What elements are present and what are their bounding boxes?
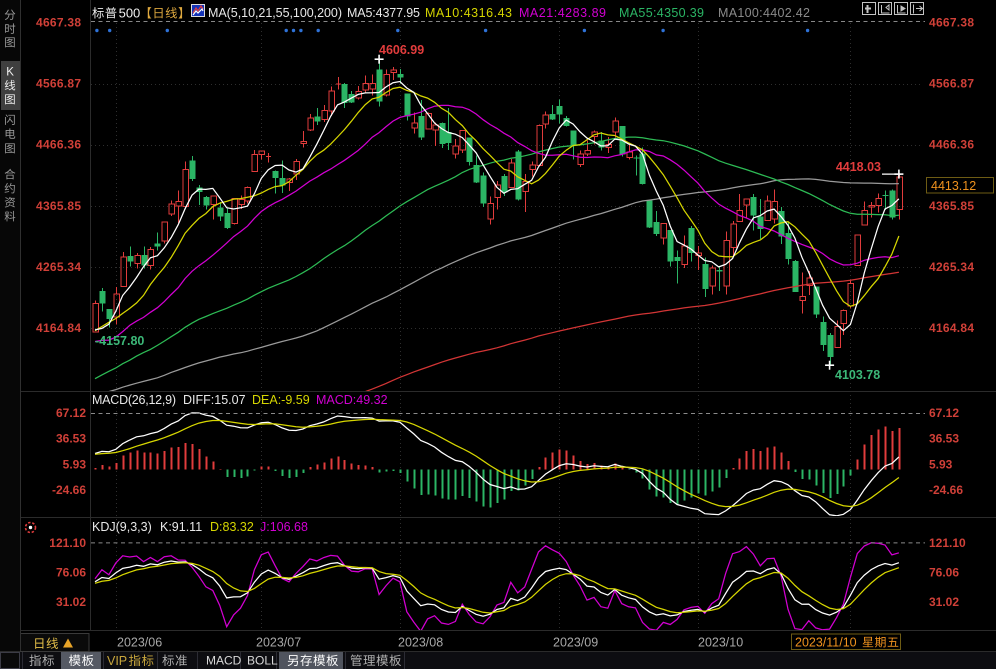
svg-text:76.06: 76.06 xyxy=(56,566,86,580)
svg-text:4466.36: 4466.36 xyxy=(929,138,974,152)
svg-text:2023/08: 2023/08 xyxy=(398,636,443,650)
svg-text:4365.85: 4365.85 xyxy=(36,199,81,213)
svg-text:MACD(26,12,9): MACD(26,12,9) xyxy=(92,393,176,407)
svg-text:2023/11/10: 2023/11/10 xyxy=(795,636,857,650)
svg-text:4265.34: 4265.34 xyxy=(36,260,81,274)
svg-text:4103.78: 4103.78 xyxy=(835,368,880,382)
svg-text:4667.38: 4667.38 xyxy=(36,16,81,30)
svg-text:4566.87: 4566.87 xyxy=(36,77,81,91)
svg-text:76.06: 76.06 xyxy=(929,566,959,580)
svg-text:MACD: MACD xyxy=(206,654,242,668)
svg-text:BOLL: BOLL xyxy=(247,654,278,668)
svg-text:500: 500 xyxy=(119,6,141,21)
svg-text:4164.84: 4164.84 xyxy=(929,321,974,335)
svg-text:4566.87: 4566.87 xyxy=(929,77,974,91)
svg-text:MA100:4402.42: MA100:4402.42 xyxy=(718,6,810,20)
svg-text:31.02: 31.02 xyxy=(929,595,959,609)
svg-text:-24.66: -24.66 xyxy=(929,483,963,497)
svg-text:MA21:4283.89: MA21:4283.89 xyxy=(519,6,606,20)
svg-text:2023/09: 2023/09 xyxy=(553,636,598,650)
svg-text:4466.36: 4466.36 xyxy=(36,138,81,152)
svg-text:4365.85: 4365.85 xyxy=(929,199,974,213)
svg-text:VIP: VIP xyxy=(107,654,127,668)
svg-text:4667.38: 4667.38 xyxy=(929,16,974,30)
svg-text:K:91.11: K:91.11 xyxy=(160,520,202,534)
svg-text:MACD:49.32: MACD:49.32 xyxy=(316,393,388,407)
svg-text:4265.34: 4265.34 xyxy=(929,260,974,274)
svg-text:-24.66: -24.66 xyxy=(52,483,86,497)
svg-text:5.93: 5.93 xyxy=(63,457,87,471)
svg-text:KDJ(9,3,3): KDJ(9,3,3) xyxy=(92,520,152,534)
svg-text:4606.99: 4606.99 xyxy=(379,43,424,57)
svg-text:MA(5,10,21,55,100,200): MA(5,10,21,55,100,200) xyxy=(208,6,342,20)
svg-text:36.53: 36.53 xyxy=(56,432,86,446)
svg-text:-4157.80: -4157.80 xyxy=(95,334,144,348)
svg-text:DIFF:15.07: DIFF:15.07 xyxy=(183,393,246,407)
svg-text:MA5:4377.95: MA5:4377.95 xyxy=(347,6,420,20)
svg-text:4164.84: 4164.84 xyxy=(36,321,81,335)
svg-text:J:106.68: J:106.68 xyxy=(260,520,308,534)
svg-text:4418.03: 4418.03 xyxy=(836,160,881,174)
svg-text:5.93: 5.93 xyxy=(929,457,953,471)
svg-text:67.12: 67.12 xyxy=(56,406,86,420)
svg-text:31.02: 31.02 xyxy=(56,595,86,609)
svg-text:36.53: 36.53 xyxy=(929,432,959,446)
svg-text:121.10: 121.10 xyxy=(929,536,966,550)
svg-text:67.12: 67.12 xyxy=(929,406,959,420)
svg-text:2023/06: 2023/06 xyxy=(117,636,162,650)
svg-text:121.10: 121.10 xyxy=(49,536,86,550)
svg-text:D:83.32: D:83.32 xyxy=(210,520,254,534)
svg-text:2023/10: 2023/10 xyxy=(698,636,743,650)
svg-text:2023/07: 2023/07 xyxy=(256,636,301,650)
svg-text:DEA:-9.59: DEA:-9.59 xyxy=(252,393,310,407)
svg-text:MA55:4350.39: MA55:4350.39 xyxy=(619,6,704,20)
svg-text:K: K xyxy=(6,67,14,79)
svg-text:MA10:4316.43: MA10:4316.43 xyxy=(425,6,512,20)
svg-text:4413.12: 4413.12 xyxy=(931,179,976,193)
